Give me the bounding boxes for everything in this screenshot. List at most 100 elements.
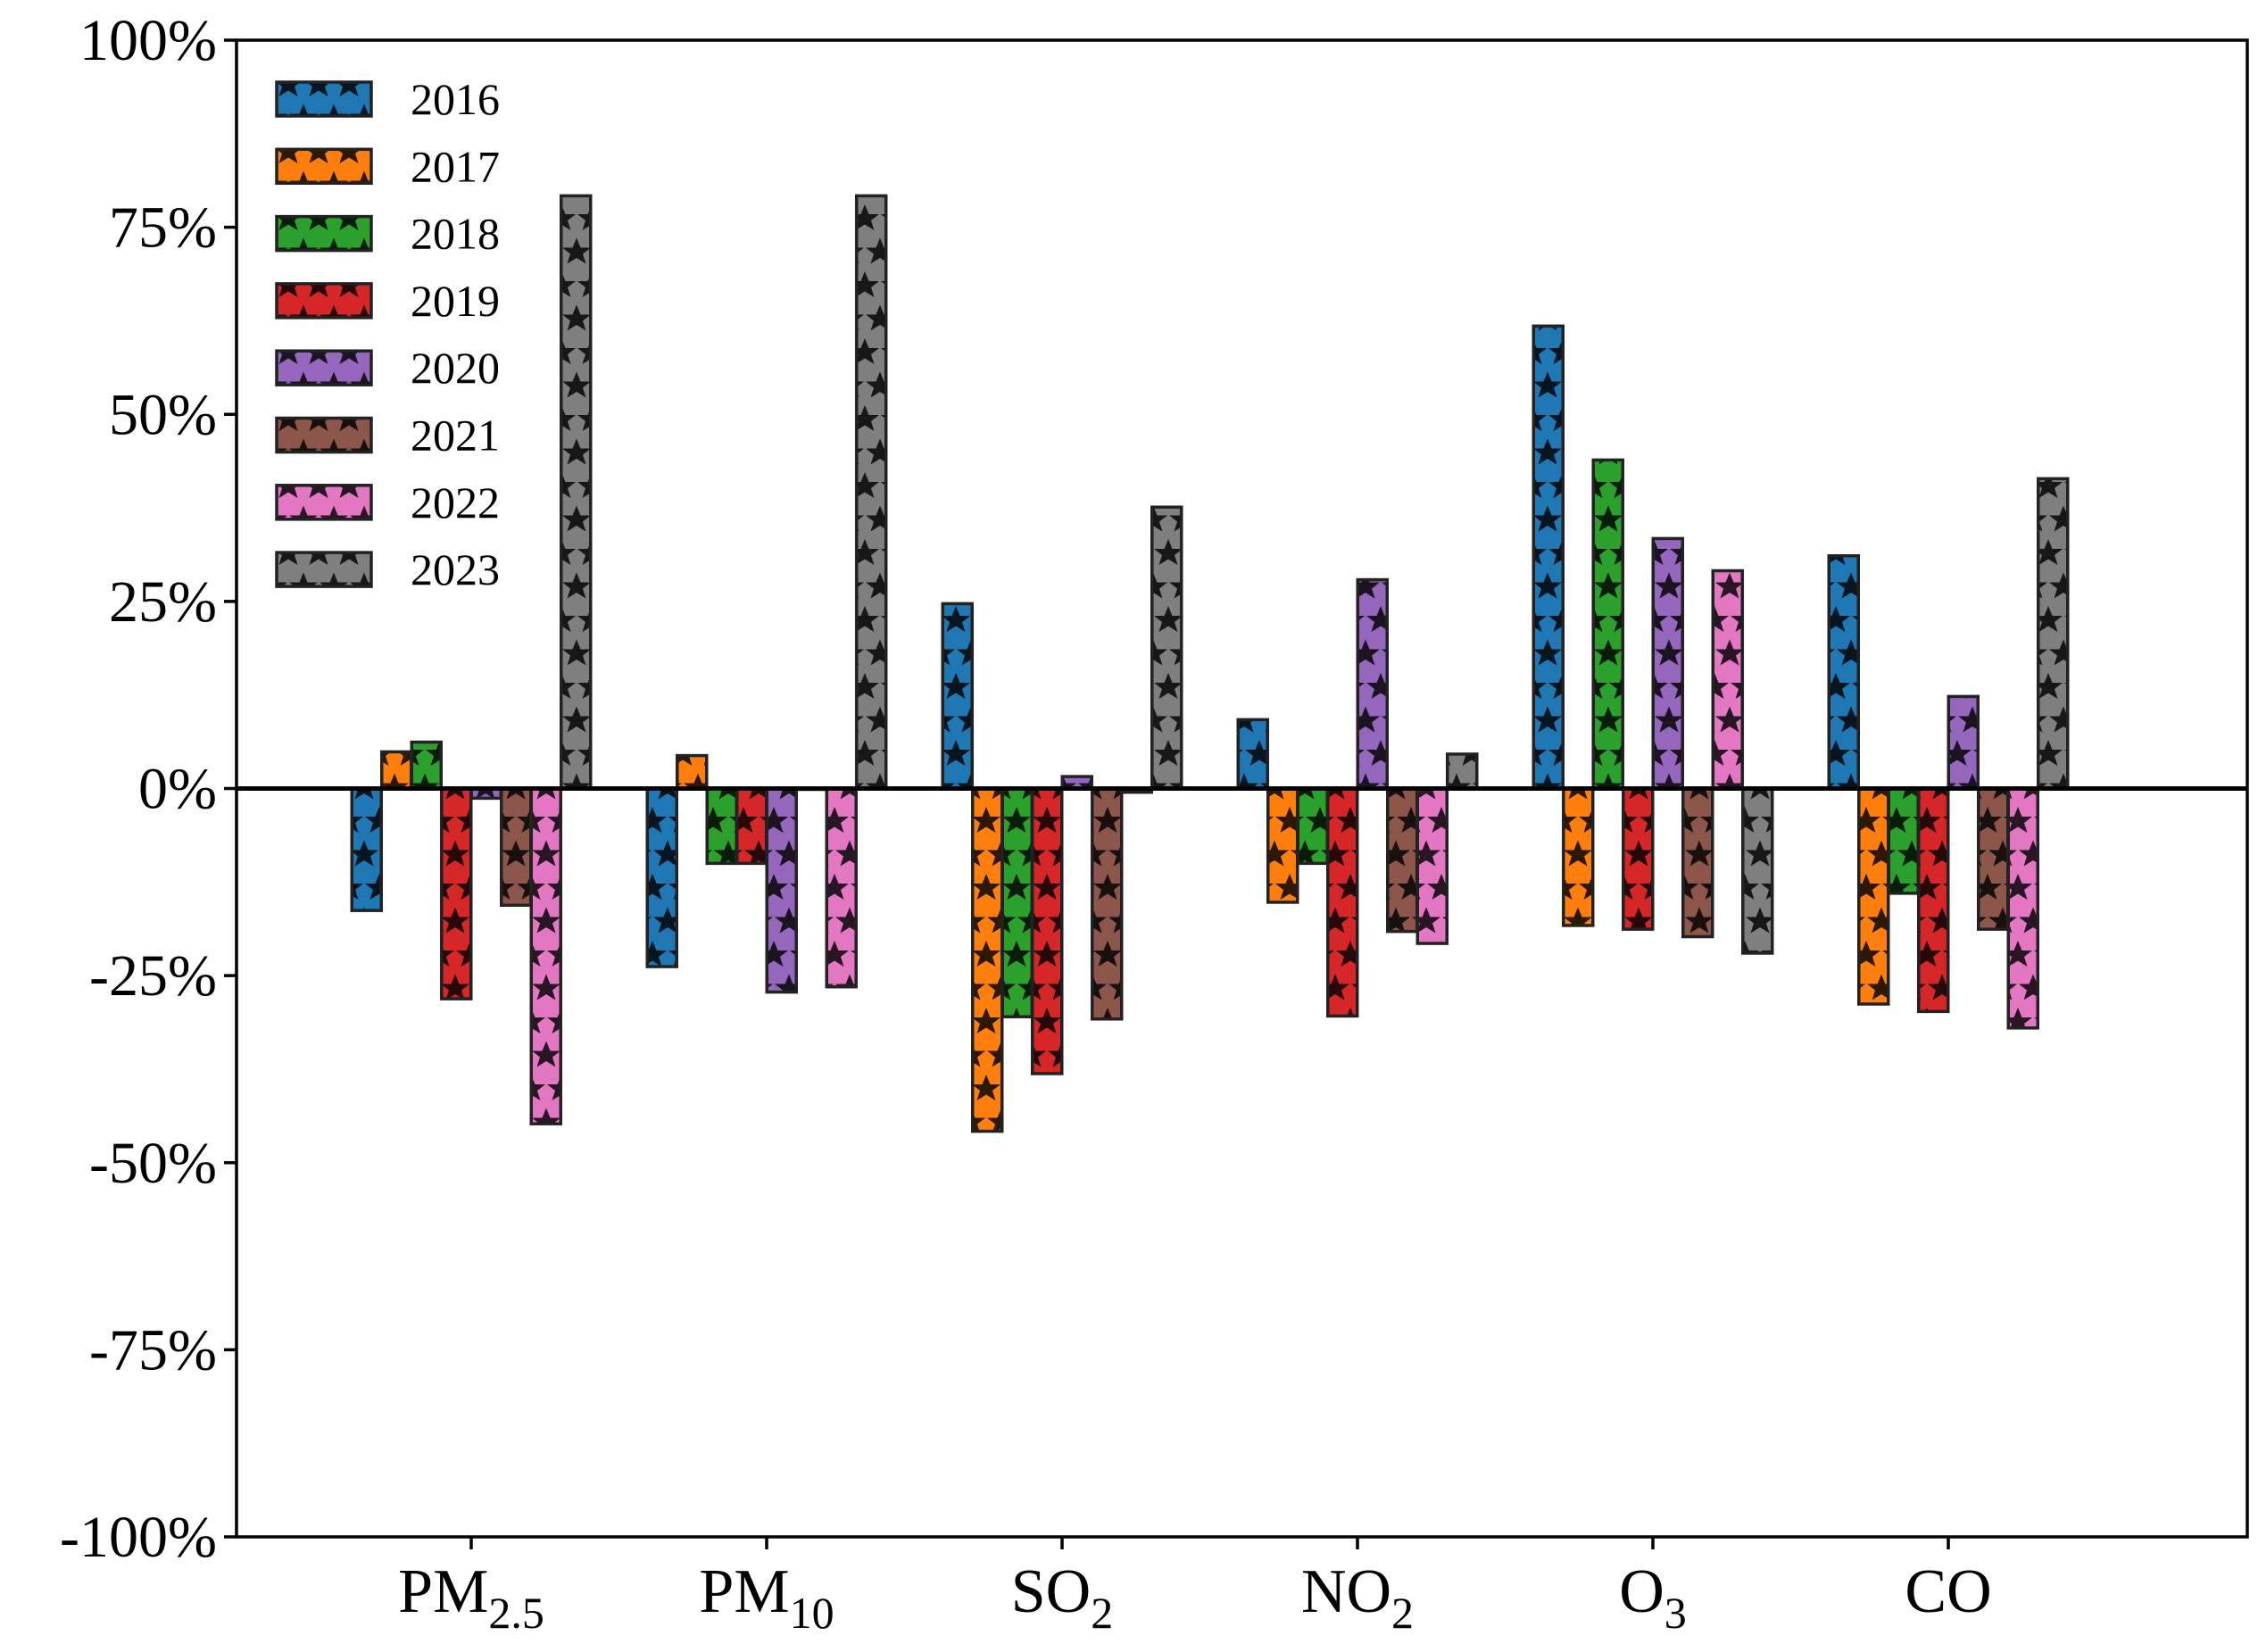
bar-2021-no2 xyxy=(1386,786,1419,934)
bar-2020-co xyxy=(1947,694,1980,791)
bar-hatch xyxy=(1681,786,1714,939)
bar-hatch xyxy=(645,786,678,968)
legend-swatch-hatch xyxy=(275,214,373,253)
bar-2023-no2 xyxy=(1446,752,1479,791)
bar-2018-no2 xyxy=(1296,786,1329,866)
bar-hatch xyxy=(1296,786,1329,866)
bar-hatch xyxy=(440,786,473,1000)
bar-2017-no2 xyxy=(1266,786,1299,904)
bar-2022-co xyxy=(2006,786,2039,1030)
bar-hatch xyxy=(2037,477,2070,791)
bar-hatch xyxy=(1947,694,1980,791)
y-tick-label: 50% xyxy=(109,382,217,447)
legend-item-2020: 2020 xyxy=(275,343,500,393)
legend-swatch-hatch xyxy=(275,282,373,320)
bar-hatch xyxy=(1711,569,1744,791)
bar-hatch xyxy=(1236,718,1269,791)
bar-2017-co xyxy=(1857,786,1890,1006)
bar-2021-so2 xyxy=(1091,786,1124,1021)
bar-2016-co xyxy=(1827,553,1860,791)
y-tick-label: -75% xyxy=(89,1317,217,1382)
bar-2019-o3 xyxy=(1622,786,1655,931)
bar-hatch xyxy=(529,786,562,1125)
legend-swatch-hatch xyxy=(275,147,373,186)
legend-item-2021: 2021 xyxy=(275,411,500,461)
bar-hatch xyxy=(941,602,974,791)
legend-item-2022: 2022 xyxy=(275,477,500,527)
x-tick-label: CO xyxy=(1905,1557,1991,1626)
bar-hatch xyxy=(1591,458,1624,791)
bar-hatch xyxy=(1977,786,2010,931)
bar-2018-co xyxy=(1887,786,1920,895)
bar-hatch xyxy=(380,750,413,791)
bar-2020-no2 xyxy=(1356,577,1389,791)
bar-2018-pm25 xyxy=(410,740,443,791)
bar-2023-so2 xyxy=(1150,505,1183,791)
bar-2020-o3 xyxy=(1651,536,1684,791)
bar-hatch xyxy=(676,753,709,791)
bar-hatch xyxy=(1741,786,1774,955)
bar-hatch xyxy=(705,786,738,866)
bar-2017-so2 xyxy=(971,786,1004,1133)
legend-label: 2016 xyxy=(411,74,500,124)
bar-2018-o3 xyxy=(1591,458,1624,791)
x-tick-label: NO2 xyxy=(1301,1557,1414,1638)
bar-2023-pm25 xyxy=(560,194,593,791)
bar-hatch xyxy=(410,740,443,791)
legend-label: 2019 xyxy=(411,276,500,326)
y-axis: 100% 75% 50% 25% 0% -25% -50% -75% -100% xyxy=(60,8,237,1570)
bar-2018-so2 xyxy=(1000,786,1034,1018)
bar-2022-o3 xyxy=(1711,569,1744,791)
x-tick-label: PM2.5 xyxy=(398,1557,544,1638)
bar-hatch xyxy=(735,786,768,866)
bar-hatch xyxy=(1031,786,1064,1075)
legend-item-2018: 2018 xyxy=(275,209,500,259)
bar-2019-co xyxy=(1917,786,1950,1014)
bar-2021-pm25 xyxy=(500,786,533,908)
legend-swatch-hatch xyxy=(275,416,373,454)
bar-2021-co xyxy=(1977,786,2010,931)
bar-hatch xyxy=(500,786,533,908)
legend-label: 2020 xyxy=(411,343,500,393)
x-axis: PM2.5 PM10 SO2 NO2 O3 CO xyxy=(398,1537,1992,1638)
bar-2016-pm25 xyxy=(350,786,383,912)
y-tick-label: -50% xyxy=(89,1131,217,1196)
bar-hatch xyxy=(1091,786,1124,1021)
bar-hatch xyxy=(1651,536,1684,791)
legend-swatch-hatch xyxy=(275,349,373,386)
bar-2017-pm25 xyxy=(380,750,413,791)
bar-2017-pm10 xyxy=(676,753,709,791)
bar-2020-pm10 xyxy=(765,786,798,994)
x-tick-label: SO2 xyxy=(1011,1557,1113,1638)
legend-swatch-hatch xyxy=(275,80,373,118)
x-tick-label: O3 xyxy=(1619,1557,1687,1638)
legend-label: 2022 xyxy=(411,477,500,527)
bar-hatch xyxy=(1857,786,1890,1006)
bar-hatch xyxy=(1326,786,1359,1018)
bar-2016-o3 xyxy=(1532,324,1565,791)
plot-area xyxy=(235,38,2249,1539)
y-tick-label: 0% xyxy=(138,757,217,822)
legend-label: 2021 xyxy=(411,411,500,461)
bar-hatch xyxy=(1827,553,1860,791)
legend-swatch-hatch xyxy=(275,484,373,521)
bar-hatch xyxy=(1917,786,1950,1014)
legend-label: 2017 xyxy=(411,141,500,191)
x-tick-label: PM10 xyxy=(699,1557,834,1638)
bar-hatch xyxy=(1562,786,1595,927)
legend-item-2023: 2023 xyxy=(275,544,500,594)
bar-2019-pm10 xyxy=(735,786,768,866)
bar-2019-no2 xyxy=(1326,786,1359,1018)
bar-hatch xyxy=(855,194,888,791)
bar-2016-no2 xyxy=(1236,718,1269,791)
bar-hatch xyxy=(560,194,593,791)
bar-hatch xyxy=(1266,786,1299,904)
bar-hatch xyxy=(1446,752,1479,791)
bar-2019-pm25 xyxy=(440,786,473,1000)
bar-hatch xyxy=(350,786,383,912)
bar-hatch xyxy=(1386,786,1419,934)
bar-2023-pm10 xyxy=(855,194,888,791)
bar-2016-pm10 xyxy=(645,786,678,968)
bar-2022-no2 xyxy=(1415,786,1449,945)
